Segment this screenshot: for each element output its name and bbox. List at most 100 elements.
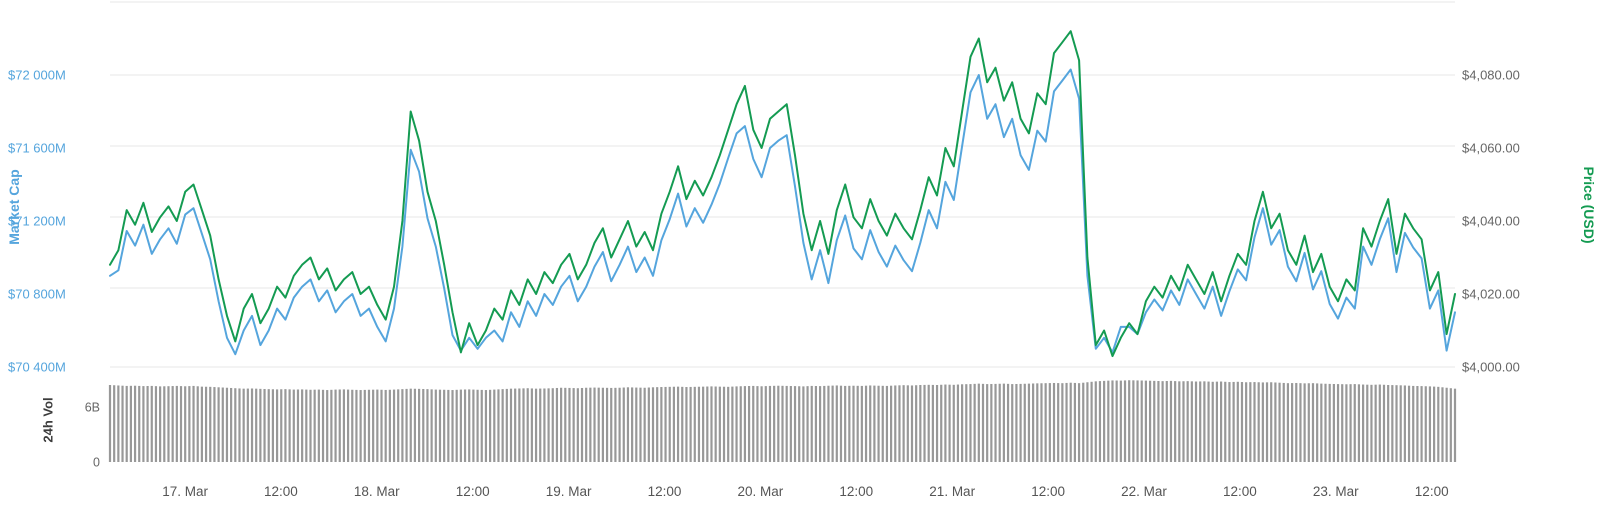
volume-bar: [405, 388, 408, 462]
x-tick-label: 12:00: [839, 484, 873, 499]
volume-bar: [940, 384, 943, 462]
volume-bar: [1153, 380, 1156, 463]
volume-bar: [1111, 380, 1114, 462]
volume-bar: [234, 388, 237, 462]
volume-bar: [338, 389, 341, 462]
volume-bar: [1403, 385, 1406, 462]
volume-bar: [1165, 381, 1168, 462]
volume-bar: [1420, 386, 1423, 462]
volume-bar: [1307, 383, 1310, 462]
volume-bar: [931, 384, 934, 462]
x-tick-label: 22. Mar: [1121, 484, 1167, 499]
volume-bar: [1428, 386, 1432, 463]
volume-bar: [330, 389, 333, 462]
volume-bar: [902, 385, 905, 462]
volume-bar: [1433, 386, 1436, 462]
volume-bar: [547, 388, 550, 462]
volume-bar: [238, 388, 241, 462]
volume-bar: [213, 387, 216, 462]
volume-bar: [906, 385, 909, 462]
volume-bar: [154, 386, 158, 462]
volume-bar: [647, 387, 650, 462]
volume-bar: [835, 385, 838, 462]
volume-bar: [1437, 386, 1440, 462]
volume-bar: [1178, 381, 1181, 462]
volume-bar: [714, 386, 717, 462]
volume-bar: [351, 389, 354, 462]
volume-bar: [1424, 386, 1427, 462]
volume-bar: [1086, 382, 1089, 462]
volume-bar: [1274, 382, 1277, 462]
volume-bar: [1362, 384, 1365, 462]
volume-bar: [242, 388, 245, 462]
volume-bar: [288, 389, 291, 462]
volume-bar: [397, 389, 400, 462]
volume-bar: [1002, 383, 1005, 463]
volume-bar: [1082, 382, 1085, 462]
volume-bar: [864, 385, 868, 462]
volume-bar: [1199, 381, 1202, 462]
x-tick-label: 20. Mar: [738, 484, 784, 499]
volume-bar: [1357, 384, 1361, 462]
volume-bar: [681, 386, 684, 462]
volume-bar: [961, 384, 964, 462]
volume-bar: [472, 389, 475, 462]
volume-bar: [363, 389, 366, 462]
volume-bar: [1232, 381, 1235, 462]
volume-bar: [998, 383, 1001, 462]
volume-bar: [321, 389, 325, 462]
volume-bar: [952, 384, 955, 462]
volume-bar: [1207, 381, 1210, 462]
volume-bar: [576, 388, 579, 462]
volume-bar: [668, 386, 671, 462]
volume-bar: [271, 389, 274, 462]
market-cap-tick-label: $71 600M: [8, 141, 66, 156]
volume-bar: [179, 386, 183, 462]
volume-bar: [196, 386, 199, 462]
volume-bar: [309, 389, 312, 462]
volume-bar: [756, 386, 759, 462]
volume-bar: [827, 385, 830, 462]
volume-bar: [1253, 382, 1256, 462]
volume-bar: [1336, 384, 1340, 462]
volume-bar: [418, 388, 421, 462]
volume-bar: [585, 387, 588, 462]
volume-bar: [948, 384, 951, 462]
volume-bar: [376, 389, 379, 462]
volume-bar: [280, 389, 283, 462]
volume-bar: [326, 390, 329, 462]
volume-bar: [346, 389, 350, 462]
volume-bar: [171, 386, 174, 462]
volume-bar: [910, 385, 914, 462]
volume-bar: [1449, 388, 1452, 462]
volume-bar: [1303, 383, 1306, 462]
volume-bar: [860, 385, 863, 462]
volume-bar: [706, 386, 709, 462]
volume-bar: [568, 387, 571, 462]
volume-bar: [572, 388, 575, 462]
volume-bar: [292, 389, 295, 462]
volume-bar: [885, 385, 889, 462]
volume-bar: [639, 387, 642, 462]
volume-bar: [1286, 383, 1290, 462]
volume-bar: [702, 386, 705, 462]
volume-bar: [1441, 387, 1444, 462]
volume-bar: [1291, 383, 1294, 462]
volume-bar: [476, 389, 479, 462]
volume-bar: [522, 388, 525, 462]
volume-bar: [1119, 380, 1122, 462]
price-line[interactable]: [109, 30, 1456, 358]
x-tick-label: 17. Mar: [162, 484, 208, 499]
volume-bar: [555, 387, 559, 462]
volume-bar: [1094, 381, 1097, 462]
volume-bar: [1098, 381, 1102, 462]
volume-bar: [956, 384, 960, 462]
volume-axis-title: 24h Vol: [40, 397, 56, 443]
market-cap-line[interactable]: [109, 68, 1456, 356]
volume-bar: [133, 385, 137, 462]
price-tick-label: $4,000.00: [1462, 360, 1520, 375]
volume-bar: [839, 385, 843, 462]
volume-bar: [1115, 380, 1118, 462]
